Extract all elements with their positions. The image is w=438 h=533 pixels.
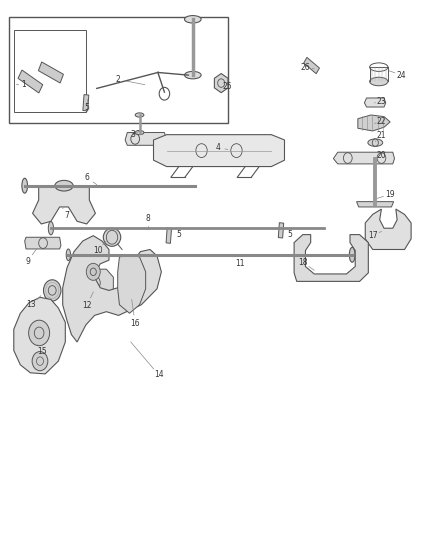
Ellipse shape: [55, 180, 73, 191]
Text: 25: 25: [222, 82, 232, 91]
Text: 17: 17: [368, 231, 378, 240]
Text: 3: 3: [130, 130, 135, 139]
Text: 10: 10: [93, 246, 102, 255]
Text: 5: 5: [85, 103, 90, 112]
Text: 16: 16: [131, 319, 140, 328]
Text: 7: 7: [65, 211, 70, 220]
Text: 4: 4: [215, 143, 221, 152]
Polygon shape: [83, 94, 89, 111]
Text: 24: 24: [397, 70, 406, 79]
Polygon shape: [278, 223, 284, 238]
Polygon shape: [25, 237, 61, 249]
Polygon shape: [333, 152, 395, 164]
Text: 23: 23: [377, 97, 386, 106]
Text: 12: 12: [82, 301, 92, 310]
Text: 11: 11: [235, 259, 245, 268]
Polygon shape: [14, 297, 65, 374]
Ellipse shape: [350, 247, 355, 262]
Text: 2: 2: [115, 75, 120, 84]
Polygon shape: [358, 115, 390, 131]
Text: 1: 1: [21, 79, 26, 88]
Text: 19: 19: [385, 190, 395, 199]
Text: 18: 18: [298, 258, 307, 266]
Text: 5: 5: [177, 230, 181, 239]
Ellipse shape: [66, 249, 71, 261]
Ellipse shape: [184, 71, 201, 79]
Circle shape: [43, 280, 61, 301]
Ellipse shape: [368, 139, 383, 147]
Text: 9: 9: [25, 257, 30, 265]
Polygon shape: [18, 70, 43, 93]
Text: 21: 21: [377, 131, 386, 140]
Polygon shape: [125, 133, 166, 146]
Polygon shape: [364, 98, 386, 107]
Ellipse shape: [135, 113, 144, 117]
Text: 14: 14: [154, 370, 163, 379]
Polygon shape: [294, 235, 368, 281]
Circle shape: [86, 263, 100, 280]
Text: 22: 22: [377, 117, 386, 126]
Polygon shape: [357, 201, 394, 207]
Polygon shape: [63, 236, 161, 342]
Polygon shape: [32, 185, 95, 224]
Text: 5: 5: [287, 230, 292, 239]
Text: 8: 8: [146, 214, 151, 223]
Polygon shape: [166, 228, 172, 243]
Polygon shape: [365, 209, 411, 249]
Circle shape: [28, 320, 49, 346]
Circle shape: [32, 352, 48, 370]
Text: 6: 6: [85, 173, 90, 182]
Ellipse shape: [184, 15, 201, 23]
Bar: [10, 17, 228, 123]
Ellipse shape: [370, 77, 388, 86]
Polygon shape: [214, 74, 228, 93]
Ellipse shape: [22, 178, 28, 193]
Text: 15: 15: [37, 347, 47, 356]
Polygon shape: [39, 62, 64, 83]
Polygon shape: [86, 296, 94, 306]
Ellipse shape: [135, 131, 144, 135]
Text: 26: 26: [300, 63, 310, 71]
Ellipse shape: [103, 228, 121, 246]
Ellipse shape: [370, 157, 381, 162]
Polygon shape: [118, 255, 146, 313]
Polygon shape: [153, 135, 285, 166]
Text: 20: 20: [377, 151, 386, 160]
Polygon shape: [76, 269, 113, 297]
Ellipse shape: [48, 222, 53, 235]
Polygon shape: [304, 58, 319, 74]
Bar: [14, 30, 86, 112]
Text: 13: 13: [26, 300, 36, 309]
